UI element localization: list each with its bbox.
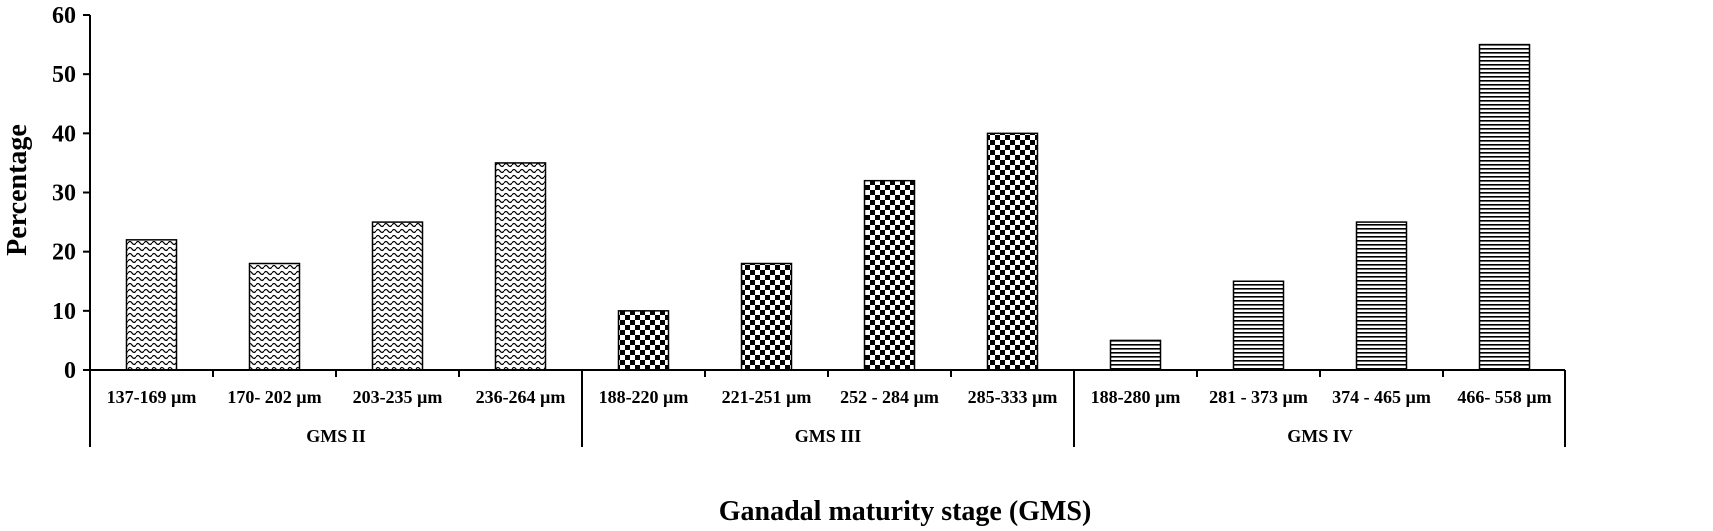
group-label: GMS III — [795, 426, 862, 446]
x-category-label: 188-220 µm — [599, 387, 689, 407]
x-category-label: 285-333 µm — [968, 387, 1058, 407]
x-category-label: 170- 202 µm — [227, 387, 321, 407]
bar — [1232, 280, 1285, 371]
y-tick-label: 10 — [52, 299, 76, 325]
y-tick-label: 60 — [52, 3, 76, 29]
x-category-label: 137-169 µm — [107, 387, 197, 407]
bars-layer — [125, 43, 1531, 371]
x-category-label: 252 - 284 µm — [840, 387, 939, 407]
x-axis-title: Ganadal maturity stage (GMS) — [719, 496, 1092, 527]
bar — [986, 132, 1039, 371]
bar — [617, 310, 670, 371]
group-label: GMS II — [306, 426, 366, 446]
y-tick-label: 30 — [52, 181, 76, 207]
y-axis: 0 10 20 30 40 50 60 — [52, 3, 91, 384]
x-category-label: 466- 558 µm — [1457, 387, 1551, 407]
y-tick-label: 0 — [64, 358, 76, 384]
y-tick-label: 40 — [52, 121, 76, 147]
x-category-label: 203-235 µm — [353, 387, 443, 407]
bar — [494, 162, 547, 371]
bar — [863, 179, 916, 371]
bar — [248, 262, 301, 371]
bar — [740, 262, 793, 371]
x-category-label: 221-251 µm — [722, 387, 812, 407]
x-axis: 137-169 µm 170- 202 µm 203-235 µm 236-264 µ… — [89, 369, 1566, 447]
group-label: GMS IV — [1287, 426, 1353, 446]
y-axis-title: Percentage — [2, 124, 33, 256]
bar — [1478, 43, 1531, 371]
bar — [1109, 339, 1162, 371]
x-category-label: 281 - 373 µm — [1209, 387, 1308, 407]
x-category-label: 236-264 µm — [476, 387, 566, 407]
x-category-label: 188-280 µm — [1091, 387, 1181, 407]
x-category-label: 374 - 465 µm — [1332, 387, 1431, 407]
bar — [371, 221, 424, 371]
bar — [1355, 221, 1408, 371]
y-tick-label: 20 — [52, 240, 76, 266]
y-tick-label: 50 — [52, 62, 76, 88]
bar — [125, 239, 178, 371]
